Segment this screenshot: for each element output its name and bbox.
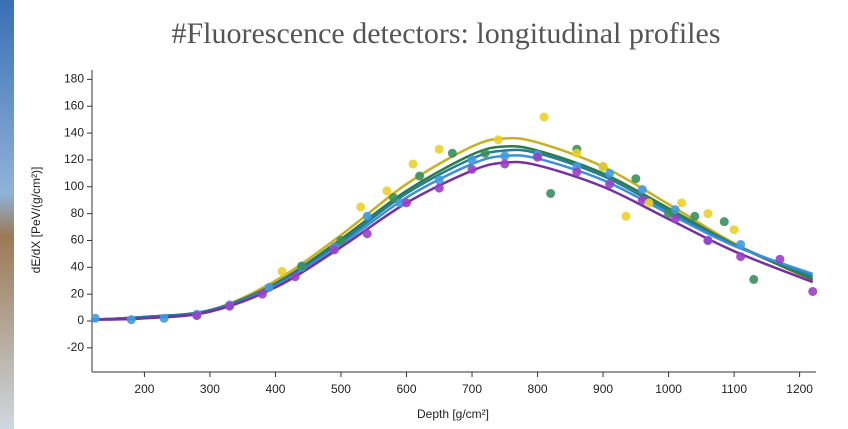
y-tick-label: 100 [64,179,84,193]
y-tick-label: 60 [71,233,85,247]
data-point [126,315,136,325]
data-point [539,112,549,122]
data-point [749,274,759,284]
photo-strip [0,0,14,429]
data-point [290,272,300,282]
data-point [729,225,739,235]
data-point [408,159,418,169]
chart-title: #Fluorescence detectors: longitudinal pr… [171,17,720,50]
data-point [434,175,444,185]
data-point [719,217,729,227]
data-point [703,235,713,245]
data-point [664,209,674,219]
data-point [329,245,339,255]
plot-panel [14,60,848,429]
y-tick-label: 0 [77,313,84,327]
data-point [434,144,444,154]
x-tick-label: 600 [396,382,416,396]
data-point [644,198,654,208]
x-tick-label: 1000 [655,382,682,396]
data-point [159,313,169,323]
x-tick-label: 1100 [721,382,747,396]
data-point [382,186,392,196]
x-tick-label: 500 [331,382,351,396]
data-point [401,198,411,208]
data-point [362,211,372,221]
data-point [447,148,457,158]
x-axis-label: Depth [g/cm²] [417,407,489,421]
y-tick-label: -20 [67,340,85,354]
x-tick-label: 900 [593,382,613,396]
data-point [480,148,490,158]
data-point [225,301,235,311]
data-point [621,211,631,221]
data-point [467,155,477,165]
data-point [533,152,543,162]
data-point [605,179,615,189]
data-point [598,162,608,172]
data-point [736,252,746,262]
data-point [90,313,100,323]
data-point [670,205,680,215]
y-tick-label: 80 [71,206,85,220]
x-tick-label: 400 [265,382,285,396]
x-tick-label: 800 [528,382,548,396]
data-point [434,183,444,193]
y-tick-label: 120 [64,152,84,166]
data-point [572,148,582,158]
y-tick-label: 180 [64,72,84,86]
data-point [415,171,425,181]
x-tick-label: 300 [200,382,220,396]
data-point [808,286,818,296]
data-point [362,229,372,239]
data-point [297,261,307,271]
y-tick-label: 160 [64,98,84,112]
data-point [356,202,366,212]
data-point [467,164,477,174]
data-point [192,311,202,321]
data-point [703,209,713,219]
data-point [637,184,647,194]
data-point [395,198,405,208]
data-point [572,167,582,177]
data-point [736,239,746,249]
data-point [388,193,398,203]
data-point [493,135,503,145]
data-point [775,254,785,264]
data-point [264,282,274,292]
x-tick-label: 200 [134,382,154,396]
data-point [670,214,680,224]
data-point [546,188,556,198]
y-axis-label: dE/dX [PeV/(g/cm²)] [29,167,43,274]
data-point [500,159,510,169]
y-tick-label: 20 [71,286,85,300]
data-point [336,235,346,245]
data-point [257,289,267,299]
data-point [631,174,641,184]
x-tick-label: 700 [462,382,482,396]
data-point [677,198,687,208]
data-point [277,266,287,276]
data-point [690,211,700,221]
y-tick-label: 140 [64,125,84,139]
data-point [500,151,510,161]
data-point [605,168,615,178]
y-tick-label: 40 [71,259,85,273]
x-tick-label: 1200 [786,382,813,396]
